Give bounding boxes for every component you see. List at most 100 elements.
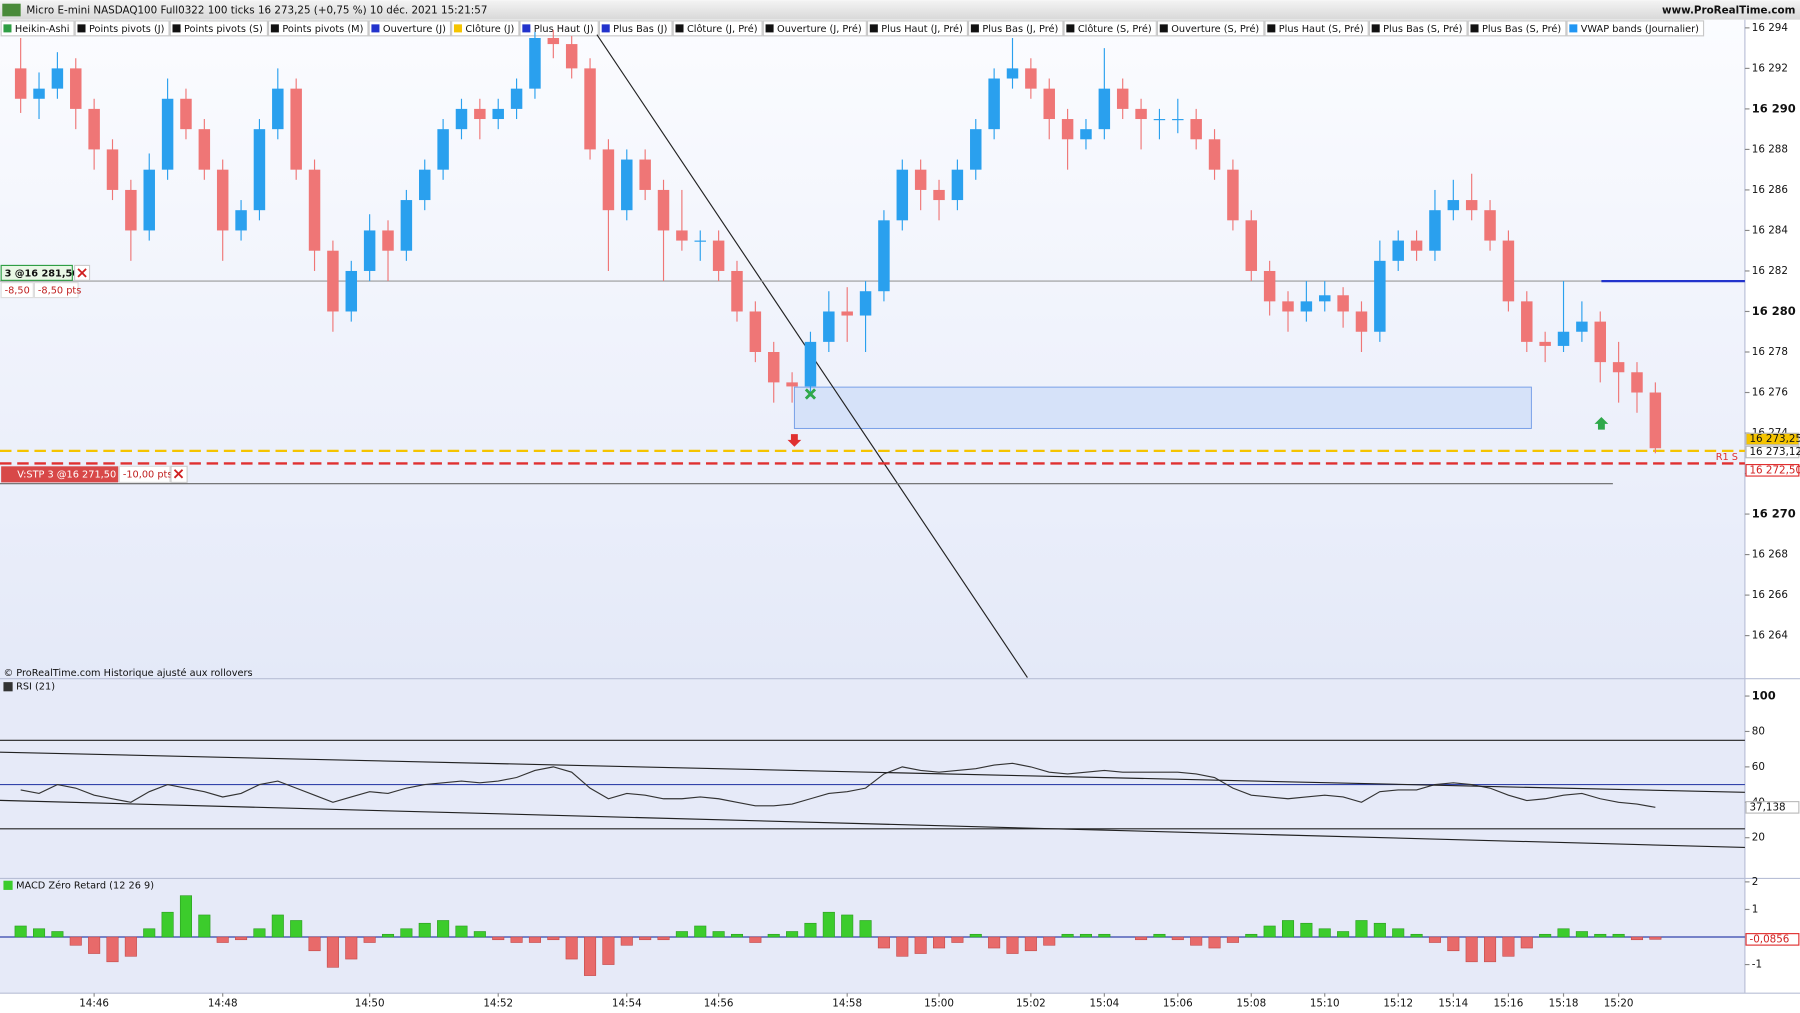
- legend-item[interactable]: [1063, 20, 1157, 37]
- candle-body: [510, 88, 523, 109]
- candle-body: [1631, 372, 1643, 393]
- macd-bar: [896, 936, 909, 957]
- legend-item[interactable]: [967, 20, 1064, 37]
- macd-bar: [1410, 933, 1423, 938]
- macd-bar: [106, 936, 119, 963]
- macd-bar: [584, 936, 597, 976]
- pl-box: [33, 282, 79, 299]
- candle-body: [235, 210, 247, 231]
- macd-bar: [1281, 920, 1295, 938]
- legend-item[interactable]: [368, 20, 452, 37]
- legend-item[interactable]: [598, 20, 673, 37]
- macd-bar: [326, 936, 339, 968]
- macd-bar: [694, 925, 707, 938]
- legend-item[interactable]: [1566, 20, 1705, 37]
- legend-item[interactable]: [762, 20, 867, 37]
- site: www.ProRealTime.com: [1662, 5, 1795, 17]
- candle-body: [1374, 260, 1386, 332]
- axis-tag-label: 16 272,50: [1749, 464, 1800, 476]
- candle-body: [400, 200, 413, 251]
- macd-bar: [1630, 936, 1644, 941]
- legend-label: Plus Bas (S, Pré): [1482, 23, 1561, 35]
- legend-item[interactable]: [519, 20, 599, 37]
- candle-body: [125, 189, 137, 231]
- axis-tag: [1745, 463, 1800, 477]
- axis-tag: [1745, 445, 1800, 459]
- rsi-line: [20, 762, 1656, 808]
- y-tick-label: 16 282: [1752, 265, 1788, 277]
- macd-bar: [161, 911, 174, 938]
- legend-item[interactable]: [267, 20, 369, 37]
- candle-body: [1612, 362, 1625, 373]
- candle-body: [547, 37, 560, 45]
- legend-label: VWAP bands (Journalier): [1581, 24, 1699, 35]
- y-tick-label: -1: [1752, 959, 1762, 971]
- macd-bar: [712, 931, 725, 938]
- legend-label: Plus Haut (J): [534, 24, 594, 35]
- macd-bar: [124, 936, 137, 957]
- macd-bar: [1373, 922, 1386, 938]
- candle-body: [602, 149, 615, 211]
- x-tick-label: 14:50: [355, 998, 385, 1010]
- candle-body: [1227, 169, 1239, 221]
- price-axis: [1744, 19, 1800, 994]
- legend-item[interactable]: [1156, 20, 1265, 37]
- x-tick-label: 14:56: [704, 998, 734, 1010]
- stop-box[interactable]: [1, 466, 119, 483]
- legend-swatch: [1470, 24, 1479, 33]
- legend-item[interactable]: [74, 20, 170, 37]
- candle-body: [970, 129, 982, 170]
- macd-bar: [198, 914, 211, 938]
- legend-swatch: [1371, 24, 1380, 33]
- legend-item[interactable]: [0, 20, 75, 37]
- legend-swatch: [172, 24, 181, 33]
- macd-bar: [951, 936, 964, 943]
- candle-body: [731, 270, 743, 312]
- legend-item[interactable]: [866, 20, 968, 37]
- candle-body: [1484, 210, 1496, 241]
- y-tick-label: 16 294: [1752, 22, 1788, 34]
- legend-label: Points pivots (J): [89, 24, 165, 35]
- macd-bar: [988, 936, 1001, 949]
- exit-mark: [804, 388, 817, 400]
- x-tick-label: 15:18: [1549, 998, 1579, 1010]
- x-tick-label: 14:52: [483, 998, 513, 1010]
- axis-tag: [1745, 432, 1800, 446]
- macd-bar: [1245, 933, 1258, 938]
- position-box[interactable]: [0, 264, 73, 281]
- zone: [793, 386, 1532, 429]
- rsi-trend-line: [0, 799, 1745, 849]
- candle-body: [492, 108, 504, 120]
- y-tick-label: 16 266: [1752, 589, 1788, 601]
- position-label: 3 @16 281,50: [5, 268, 80, 279]
- time-axis: [0, 993, 1800, 1013]
- macd-bar: [914, 936, 927, 954]
- legend-label: Clôture (J): [465, 23, 514, 35]
- y-tick-label: 16 290: [1752, 101, 1796, 115]
- candle-body: [1594, 321, 1606, 363]
- legend-item[interactable]: [1264, 20, 1369, 37]
- legend-swatch: [1569, 24, 1578, 33]
- candle-body: [694, 240, 706, 242]
- candle-body: [1190, 119, 1202, 140]
- legend-item[interactable]: [1368, 20, 1468, 37]
- macd-bar: [822, 911, 835, 938]
- legend-item[interactable]: [451, 20, 520, 37]
- copyright: © ProRealTime.com Historique ajusté aux …: [3, 667, 252, 679]
- y-tick-label: 1: [1752, 903, 1759, 915]
- macd-bar: [1153, 933, 1166, 938]
- candle-body: [786, 382, 798, 387]
- legend-item[interactable]: [672, 20, 763, 37]
- candle-body: [363, 230, 376, 271]
- x-tick-label: 14:48: [208, 998, 238, 1010]
- candle-body: [712, 240, 725, 271]
- candle-body: [1043, 88, 1055, 120]
- x-tick-label: 15:08: [1236, 998, 1266, 1010]
- legend-item[interactable]: [169, 20, 268, 37]
- candle-body: [933, 189, 945, 201]
- macd-bar: [179, 895, 192, 938]
- y-tick-label: 16 280: [1752, 304, 1796, 318]
- legend-item[interactable]: [1467, 20, 1567, 37]
- sell-arrow: [787, 434, 802, 447]
- legend-swatch: [675, 24, 684, 33]
